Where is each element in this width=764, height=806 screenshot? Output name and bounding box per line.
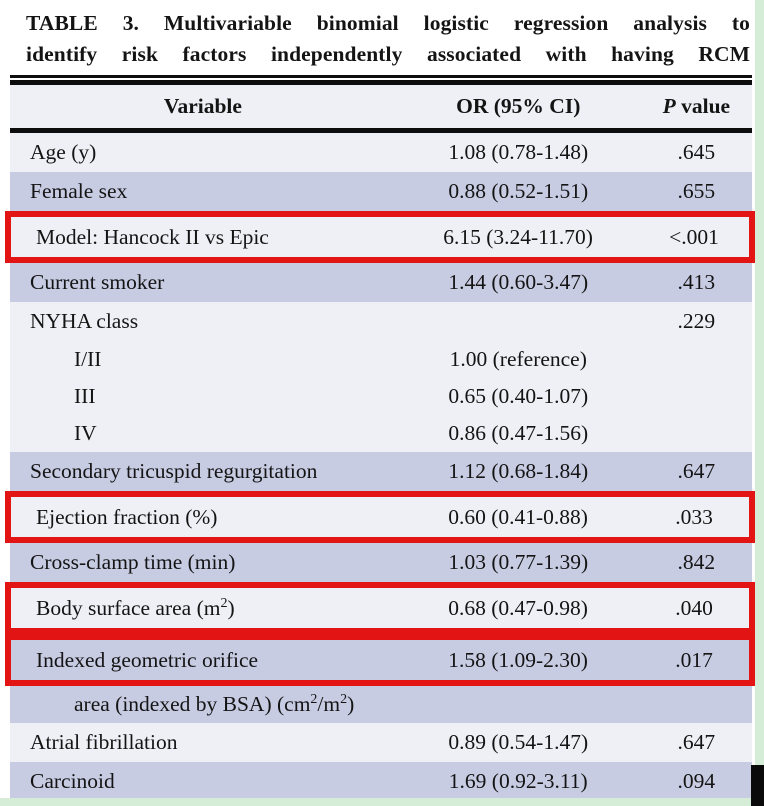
row-or-ci: 0.89 (0.54-1.47) [448, 730, 589, 754]
table-row: I/II 1.00 (reference) [10, 341, 752, 378]
row-or-ci: 1.00 (reference) [449, 347, 587, 371]
table-row: Indexed geometric orifice 1.58 (1.09-2.30… [5, 634, 755, 686]
table-title: TABLE 3. Multivariable binomial logistic… [10, 0, 752, 70]
row-p-value: .094 [677, 769, 716, 793]
table-figure: TABLE 3. Multivariable binomial logistic… [5, 0, 755, 806]
row-or-ci: 0.60 (0.41-0.88) [448, 504, 588, 529]
corner-black-rect [751, 765, 764, 806]
header-or-ci: OR (95% CI) [456, 94, 581, 118]
row-p-value: .645 [677, 140, 716, 164]
table-row: Atrial fibrillation 0.89 (0.54-1.47) .647 [10, 723, 752, 762]
row-or-ci: 0.68 (0.47-0.98) [448, 595, 588, 620]
table-row: area (indexed by BSA) (cm2/m2) [10, 686, 752, 723]
row-p-value: .647 [677, 459, 716, 483]
row-p-value: .655 [677, 179, 716, 203]
row-p-value: .413 [677, 270, 716, 294]
table-row: Age (y) 1.08 (0.78-1.48) .645 [10, 133, 752, 172]
row-or-ci: 1.12 (0.68-1.84) [448, 459, 589, 483]
header-rule [10, 128, 752, 133]
table-row: Body surface area (m2) 0.68 (0.47-0.98) .0… [5, 582, 755, 634]
row-p-value: .040 [675, 595, 713, 620]
header-p-value: P value [641, 94, 752, 119]
row-variable: IV [74, 421, 97, 445]
row-variable: III [74, 384, 96, 408]
row-variable: Secondary tricuspid regurgitation [30, 459, 318, 483]
row-p-value: .647 [677, 730, 716, 754]
table-title-line1: TABLE 3. Multivariable binomial logistic… [26, 11, 750, 35]
header-p-italic: P [662, 94, 676, 118]
table-row: Current smoker 1.44 (0.60-3.47) .413 [10, 263, 752, 302]
row-or-ci: 1.03 (0.77-1.39) [448, 550, 589, 574]
row-variable: Cross-clamp time (min) [30, 550, 236, 574]
table-row: Carcinoid 1.69 (0.92-3.11) .094 [10, 762, 752, 801]
table-header-row: Variable OR (95% CI) P value [10, 85, 752, 128]
table-row: Female sex 0.88 (0.52-1.51) .655 [10, 172, 752, 211]
row-p-value: .033 [675, 504, 713, 529]
row-p-value: .229 [677, 309, 716, 333]
row-variable: Indexed geometric orifice [36, 647, 259, 672]
table-row: Cross-clamp time (min) 1.03 (0.77-1.39) .8… [10, 543, 752, 582]
row-or-ci: 0.65 (0.40-1.07) [448, 384, 589, 408]
table-row: Model: Hancock II vs Epic 6.15 (3.24-11.7… [5, 211, 755, 263]
row-p-value: <.001 [669, 224, 719, 249]
screen-frame-right [755, 0, 764, 806]
row-or-ci: 0.86 (0.47-1.56) [448, 421, 589, 445]
row-variable: Age (y) [30, 140, 97, 164]
row-p-value: .017 [675, 647, 713, 672]
table-row: NYHA class .229 [10, 302, 752, 341]
header-p-rest: value [675, 94, 731, 118]
table-body: Age (y) 1.08 (0.78-1.48) .645 Female sex 0.8… [5, 133, 755, 801]
row-variable: I/II [74, 347, 102, 371]
row-variable: Carcinoid [30, 769, 115, 793]
top-double-rule [10, 75, 752, 85]
table-row: III 0.65 (0.40-1.07) [10, 378, 752, 415]
screen-frame-bottom [0, 798, 764, 806]
row-or-ci: 6.15 (3.24-11.70) [443, 224, 593, 249]
row-or-ci: 1.08 (0.78-1.48) [448, 140, 589, 164]
table-row: Ejection fraction (%) 0.60 (0.41-0.88) .03… [5, 491, 755, 543]
row-variable: Body surface area (m2) [36, 595, 235, 620]
table-row: Secondary tricuspid regurgitation 1.12 (0… [10, 452, 752, 491]
row-or-ci: 1.58 (1.09-2.30) [448, 647, 588, 672]
row-variable: area (indexed by BSA) (cm2/m2) [74, 691, 355, 716]
row-or-ci: 0.88 (0.52-1.51) [448, 179, 589, 203]
row-or-ci: 1.44 (0.60-3.47) [448, 270, 589, 294]
row-p-value: .842 [677, 550, 716, 574]
row-variable: Model: Hancock II vs Epic [36, 224, 269, 249]
table-row: IV 0.86 (0.47-1.56) [10, 415, 752, 452]
header-variable: Variable [163, 94, 242, 118]
row-variable: Ejection fraction (%) [36, 504, 218, 529]
row-variable: Female sex [30, 179, 128, 203]
row-variable: Atrial fibrillation [30, 730, 178, 754]
row-or-ci: 1.69 (0.92-3.11) [448, 769, 588, 793]
row-variable: NYHA class [30, 309, 139, 333]
row-variable: Current smoker [30, 270, 165, 294]
table-title-line2: identify risk factors independently asso… [26, 42, 750, 66]
